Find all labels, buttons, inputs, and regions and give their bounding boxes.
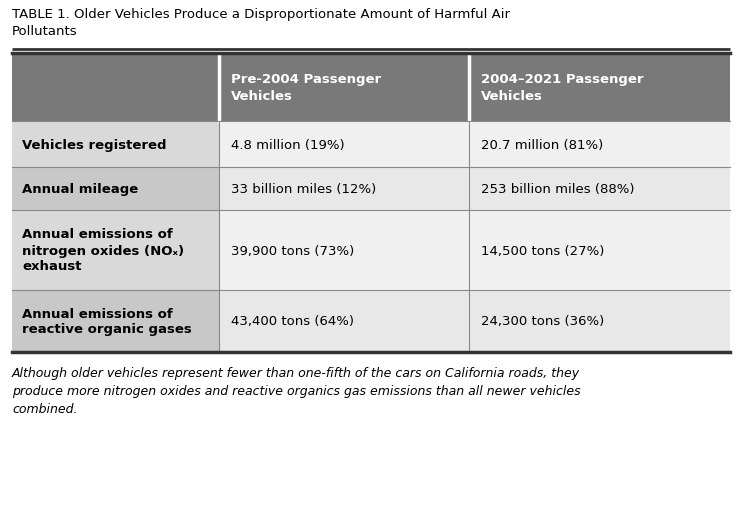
Text: Annual emissions of
reactive organic gases: Annual emissions of reactive organic gas…: [22, 307, 191, 336]
Text: 14,500 tons (27%): 14,500 tons (27%): [481, 244, 605, 257]
Text: 43,400 tons (64%): 43,400 tons (64%): [231, 315, 354, 328]
Text: 2004–2021 Passenger
Vehicles: 2004–2021 Passenger Vehicles: [481, 73, 643, 102]
Text: 24,300 tons (36%): 24,300 tons (36%): [481, 315, 604, 328]
Text: 39,900 tons (73%): 39,900 tons (73%): [231, 244, 354, 257]
Text: 33 billion miles (12%): 33 billion miles (12%): [231, 183, 376, 195]
Text: Although older vehicles represent fewer than one-fifth of the cars on California: Although older vehicles represent fewer …: [12, 366, 581, 415]
Bar: [469, 211, 730, 291]
Bar: [219, 291, 469, 352]
Text: 253 billion miles (88%): 253 billion miles (88%): [481, 183, 634, 195]
Bar: [469, 54, 730, 122]
Bar: [219, 167, 469, 211]
Text: 20.7 million (81%): 20.7 million (81%): [481, 138, 603, 151]
Text: Pre-2004 Passenger
Vehicles: Pre-2004 Passenger Vehicles: [231, 73, 381, 102]
Text: Vehicles registered: Vehicles registered: [22, 138, 166, 151]
Text: Annual mileage: Annual mileage: [22, 183, 138, 195]
Bar: [12, 54, 219, 122]
Bar: [12, 122, 219, 167]
Bar: [469, 122, 730, 167]
Bar: [219, 211, 469, 291]
Bar: [219, 122, 469, 167]
Bar: [12, 167, 219, 211]
Text: TABLE 1. Older Vehicles Produce a Disproportionate Amount of Harmful Air
Polluta: TABLE 1. Older Vehicles Produce a Dispro…: [12, 8, 510, 38]
Bar: [219, 54, 469, 122]
Bar: [469, 167, 730, 211]
Bar: [469, 291, 730, 352]
Text: 4.8 million (19%): 4.8 million (19%): [231, 138, 344, 151]
Bar: [12, 291, 219, 352]
Bar: [12, 211, 219, 291]
Text: Annual emissions of
nitrogen oxides (NOₓ)
exhaust: Annual emissions of nitrogen oxides (NOₓ…: [22, 228, 184, 273]
